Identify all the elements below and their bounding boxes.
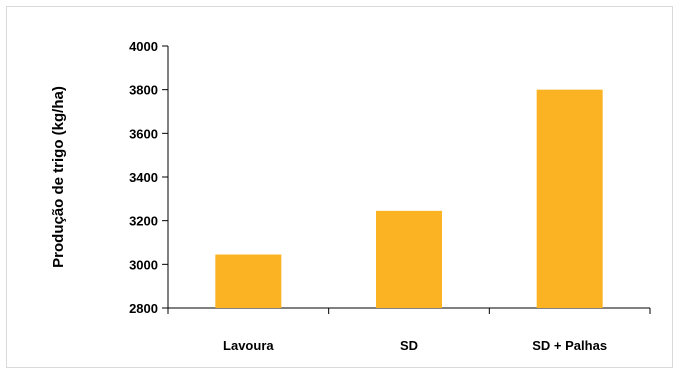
y-tick-label: 2800 [129,301,158,316]
y-tick-label: 4000 [129,39,158,54]
bar [376,210,442,308]
bars [215,89,603,309]
y-tick-label: 3800 [129,83,158,98]
y-tick-label: 3000 [129,257,158,272]
y-axis: 2800 3000 3200 3400 3600 3800 4000 [129,39,169,316]
y-axis-title: Produção de trigo (kg/ha) [50,86,67,268]
x-tick-label: SD [400,338,418,353]
bar [536,89,603,309]
y-tick-label: 3600 [129,126,158,141]
bar [215,254,282,308]
x-tick-label: SD + Palhas [532,338,607,353]
y-tick-label: 3400 [129,170,158,185]
x-axis [167,307,651,314]
x-tick-labels: Lavoura SD SD + Palhas [223,338,607,353]
x-tick-label: Lavoura [223,338,274,353]
y-tick-label: 3200 [129,214,158,229]
